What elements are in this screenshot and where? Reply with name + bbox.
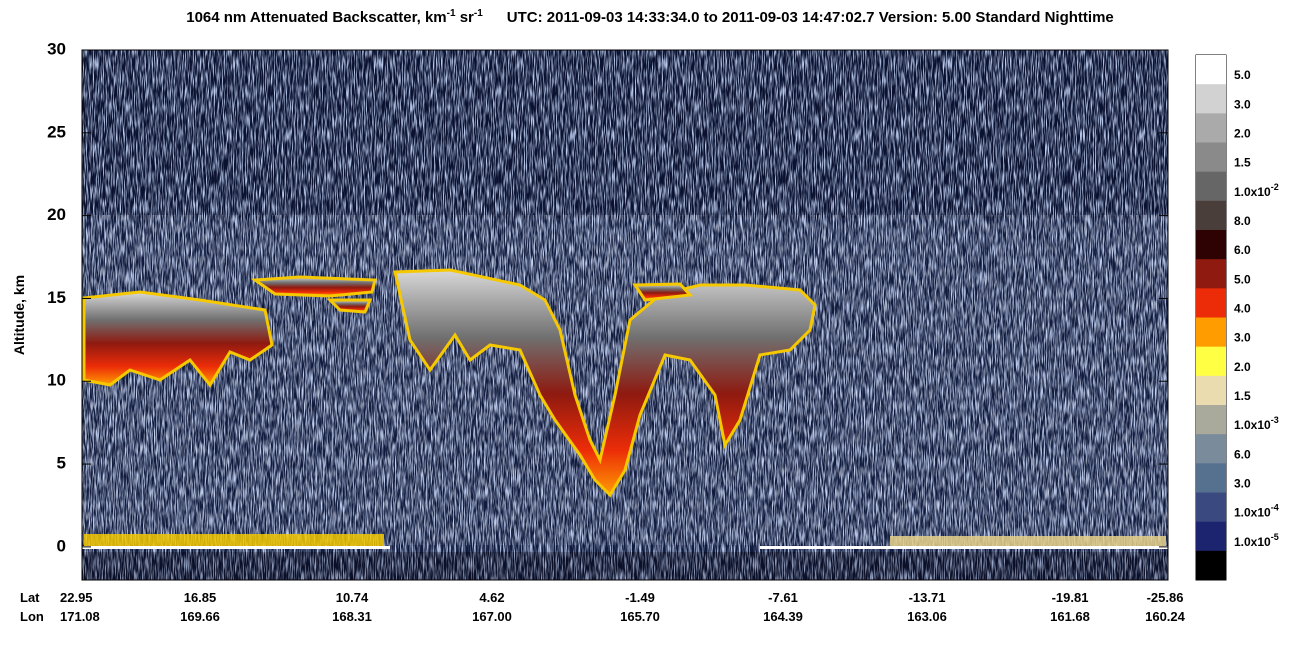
colorbar-label-text: 5.0 bbox=[1234, 273, 1251, 287]
colorbar-label-text: 2.0 bbox=[1234, 127, 1251, 141]
x-tick-label: 169.66 bbox=[180, 609, 220, 624]
y-tick-label: 25 bbox=[47, 122, 66, 141]
x-tick-label: -13.71 bbox=[909, 590, 946, 605]
x-tick-label: 10.74 bbox=[336, 590, 369, 605]
y-tick-label: 20 bbox=[47, 205, 66, 224]
y-tick-label: 10 bbox=[47, 371, 66, 390]
title-part: sr bbox=[456, 9, 475, 26]
colorbar-label-sup: -5 bbox=[1271, 532, 1279, 542]
colorbar-label-sup: -3 bbox=[1271, 416, 1279, 426]
x-tick-label: 163.06 bbox=[907, 609, 947, 624]
chart-title: 1064 nm Attenuated Backscatter, km-1 sr-… bbox=[186, 8, 1114, 26]
x-tick-label: 164.39 bbox=[763, 609, 803, 624]
colorbar-swatch bbox=[1196, 375, 1226, 406]
y-tick-label: 5 bbox=[57, 454, 66, 473]
x-tick-label: 165.70 bbox=[620, 609, 660, 624]
colorbar-label-text: 6.0 bbox=[1234, 448, 1251, 462]
colorbar-label: 1.0x10-5 bbox=[1234, 532, 1279, 549]
colorbar-swatch bbox=[1196, 230, 1226, 260]
colorbar-swatch bbox=[1196, 434, 1226, 464]
plot-frame bbox=[81, 49, 1169, 581]
x-tick-label: 168.31 bbox=[332, 609, 372, 624]
colorbar-swatch bbox=[1196, 317, 1226, 348]
colorbar-label: 1.0x10-2 bbox=[1234, 182, 1279, 199]
colorbar-label: 3.0 bbox=[1234, 331, 1251, 345]
colorbar-swatch bbox=[1196, 288, 1226, 318]
x-tick-label: 16.85 bbox=[184, 590, 217, 605]
x-tick-label: 4.62 bbox=[479, 590, 504, 605]
colorbar-label-text: 1.0x10 bbox=[1234, 506, 1271, 520]
x-tick-label: -25.86 bbox=[1147, 590, 1184, 605]
colorbar-swatch bbox=[1196, 84, 1226, 114]
colorbar-label-text: 6.0 bbox=[1234, 243, 1251, 257]
colorbar-swatch bbox=[1196, 492, 1226, 523]
colorbar-swatch bbox=[1196, 113, 1226, 143]
colorbar-label-text: 1.5 bbox=[1234, 156, 1251, 170]
colorbar-label: 6.0 bbox=[1234, 448, 1251, 462]
colorbar-swatch bbox=[1196, 405, 1226, 435]
colorbar-label: 3.0 bbox=[1234, 477, 1251, 491]
colorbar-swatch bbox=[1196, 171, 1226, 202]
x-tick-label: 22.95 bbox=[60, 590, 93, 605]
colorbar-label-text: 2.0 bbox=[1234, 360, 1251, 374]
colorbar-label-text: 1.0x10 bbox=[1234, 535, 1271, 549]
colorbar-label-text: 5.0 bbox=[1234, 68, 1251, 82]
colorbar-label: 6.0 bbox=[1234, 243, 1251, 257]
colorbar-label-text: 8.0 bbox=[1234, 214, 1251, 228]
x-tick-label: -7.61 bbox=[768, 590, 798, 605]
colorbar-label-text: 3.0 bbox=[1234, 98, 1251, 112]
cloud-layer bbox=[82, 268, 817, 498]
colorbar-swatch bbox=[1196, 259, 1226, 289]
colorbar-swatch bbox=[1196, 550, 1226, 581]
colorbar-swatch bbox=[1196, 346, 1226, 377]
colorbar-swatch bbox=[1196, 142, 1226, 173]
colorbar-swatch bbox=[1196, 200, 1226, 231]
colorbar-label-text: 1.0x10 bbox=[1234, 418, 1271, 432]
colorbar-label: 5.0 bbox=[1234, 68, 1251, 82]
colorbar-label: 5.0 bbox=[1234, 273, 1251, 287]
colorbar-label: 1.5 bbox=[1234, 389, 1251, 403]
colorbar-label: 2.0 bbox=[1234, 360, 1251, 374]
colorbar-label-text: 4.0 bbox=[1234, 302, 1251, 316]
backscatter-image bbox=[82, 50, 1168, 580]
colorbar-label: 2.0 bbox=[1234, 127, 1251, 141]
x-tick-label: 160.24 bbox=[1145, 609, 1186, 624]
colorbar-label-sup: -4 bbox=[1271, 503, 1279, 513]
y-tick-label: 30 bbox=[47, 39, 66, 58]
colorbar-label-text: 3.0 bbox=[1234, 331, 1251, 345]
colorbar-label-text: 1.0x10 bbox=[1234, 185, 1271, 199]
x-row-name: Lon bbox=[20, 609, 44, 624]
colorbar-swatch bbox=[1196, 463, 1226, 493]
colorbar-label-text: 1.5 bbox=[1234, 389, 1251, 403]
title-part: 1064 nm Attenuated Backscatter, km bbox=[186, 9, 446, 26]
y-tick-label: 0 bbox=[57, 536, 66, 555]
colorbar-label: 1.0x10-4 bbox=[1234, 503, 1279, 520]
colorbar-swatch bbox=[1196, 55, 1226, 85]
colorbar-label: 4.0 bbox=[1234, 302, 1251, 316]
title-sup: -1 bbox=[447, 8, 456, 19]
x-tick-label: 167.00 bbox=[472, 609, 512, 624]
colorbar-swatch bbox=[1196, 521, 1226, 552]
title-sup: -1 bbox=[474, 8, 483, 19]
x-tick-label: 161.68 bbox=[1050, 609, 1090, 624]
colorbar-label: 3.0 bbox=[1234, 98, 1251, 112]
colorbar-label: 8.0 bbox=[1234, 214, 1251, 228]
colorbar-label-sup: -2 bbox=[1271, 182, 1279, 192]
x-tick-label: -1.49 bbox=[625, 590, 655, 605]
colorbar-label: 1.5 bbox=[1234, 156, 1251, 170]
colorbar-label: 1.0x10-3 bbox=[1234, 416, 1279, 433]
subtitle: UTC: 2011-09-03 14:33:34.0 to 2011-09-03… bbox=[507, 9, 1114, 26]
x-row-name: Lat bbox=[20, 590, 40, 605]
x-tick-label: -19.81 bbox=[1052, 590, 1089, 605]
y-tick-label: 15 bbox=[47, 288, 66, 307]
ground-layer bbox=[82, 534, 1168, 580]
y-axis-label: Altitude, km bbox=[11, 275, 27, 355]
colorbar-label-text: 3.0 bbox=[1234, 477, 1251, 491]
x-tick-label: 171.08 bbox=[60, 609, 100, 624]
